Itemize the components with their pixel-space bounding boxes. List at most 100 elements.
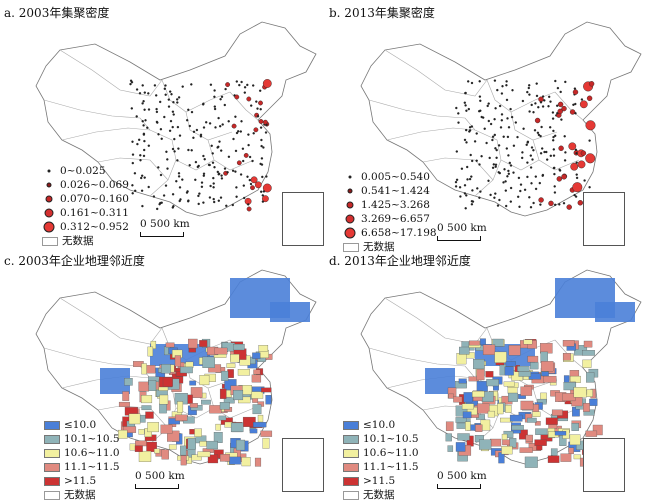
density-point [493,117,496,121]
density-point [563,159,567,162]
region-cell [563,375,570,384]
density-point [131,184,134,187]
density-point [258,100,263,106]
density-point [506,117,509,120]
legend-nodata: 无数据 [42,234,129,248]
region-cell [548,424,558,429]
density-point [509,164,513,167]
province-boundary [368,347,466,367]
region-cell [501,446,513,455]
density-point [212,176,215,180]
region-cell [168,444,177,450]
region-cell [453,396,463,403]
density-point [212,200,216,204]
density-point [236,160,242,166]
density-point [575,173,578,176]
density-point [195,128,199,132]
density-point [553,166,556,170]
density-point [260,163,264,166]
density-point [562,201,566,205]
density-point [246,83,249,87]
density-point [232,137,235,141]
region-cell [253,422,267,428]
density-point [539,134,542,138]
legend-dot [346,201,354,209]
region-cell [554,431,567,436]
density-point [494,163,498,166]
region-cell [447,387,457,399]
region-cell [150,340,157,349]
legend-item: 10.6~11.0 [343,446,419,460]
legend-swatch [343,434,359,444]
region-cell [573,454,581,460]
density-point [491,138,494,142]
density-point [176,159,179,162]
region-cell [154,448,160,454]
density-point [577,200,584,206]
density-point [209,83,213,86]
density-point [552,154,556,157]
panel-title: c. 2003年企业地理邻近度 [4,254,145,268]
density-point [502,181,505,184]
density-point [213,89,216,92]
density-point [455,178,459,182]
region-cell [160,424,173,434]
density-point [526,141,529,144]
density-point [141,204,144,208]
density-point [521,151,524,154]
region-cell [219,402,230,410]
south-china-sea-inset [583,192,625,246]
density-point [526,90,529,94]
region-cell [194,428,202,437]
density-point [214,126,217,129]
density-point [553,203,557,207]
province-boundary [386,127,476,141]
density-point [144,119,147,122]
panel-b: b. 2013年集聚密度 0.005~0.540 0.541~1.424 1.4… [325,0,650,253]
region-cell [251,374,262,383]
region-cell [214,347,228,355]
density-point [216,170,220,174]
density-point [574,102,577,106]
region-cell [479,439,492,450]
density-point [509,200,513,203]
legend-item: 6.658~17.198 [343,226,437,240]
density-point [455,106,458,110]
region-cell [226,363,236,368]
region-cell [180,445,187,456]
density-point [236,130,240,133]
density-point [147,185,150,189]
density-point [155,107,158,111]
density-point [246,203,250,206]
density-point [480,115,483,119]
density-point [142,132,146,136]
density-point [262,146,265,149]
density-point [256,115,260,118]
density-point [255,100,258,103]
legend-item: 11.1~11.5 [44,460,120,474]
density-point [559,90,562,94]
legend-dot [345,214,355,224]
density-point [260,157,264,160]
region-cell [524,456,538,468]
density-point [242,196,246,200]
density-point [160,137,163,141]
density-point [260,138,263,142]
region-cell [249,428,258,434]
region-cell [511,425,524,431]
density-point [143,139,146,143]
region-cell [258,345,269,352]
region-cell [141,363,147,375]
region-cell [505,405,512,413]
legend-dot [347,188,353,194]
density-point [240,120,243,123]
density-point [171,125,174,129]
region-cell [190,387,203,398]
density-point [498,171,502,175]
legend-dot [44,208,54,218]
region-cell [123,426,137,433]
region-cell [270,302,310,322]
density-point [262,190,266,193]
density-point [208,163,211,167]
region-cell [237,369,250,376]
